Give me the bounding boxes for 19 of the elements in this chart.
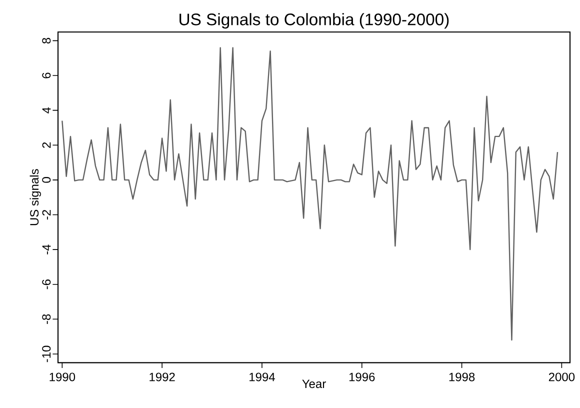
y-tick-label: 2 [42,142,51,148]
x-axis-title: Year [302,380,326,388]
x-tick-label: 1996 [349,372,375,382]
x-tick-label: 2000 [548,372,575,382]
x-tick-label: 1990 [50,372,76,382]
x-tick-label: 1992 [150,372,175,382]
y-tick-label: 6 [42,72,51,78]
y-tick-label: -2 [42,210,51,220]
y-tick-label: 8 [42,38,51,44]
y-tick-label: 4 [42,107,51,114]
y-tick-label: -4 [42,244,51,254]
y-tick-label: 0 [42,177,51,183]
y-tick-label: -6 [42,280,51,290]
x-tick-label: 1994 [250,372,275,382]
x-tick-label: 1998 [449,372,475,382]
y-tick-label: -10 [42,346,51,362]
y-axis-title: US signals [30,169,41,226]
y-tick-label: -8 [42,314,51,324]
chart-title: US Signals to Colombia (1990-2000) [180,13,449,29]
